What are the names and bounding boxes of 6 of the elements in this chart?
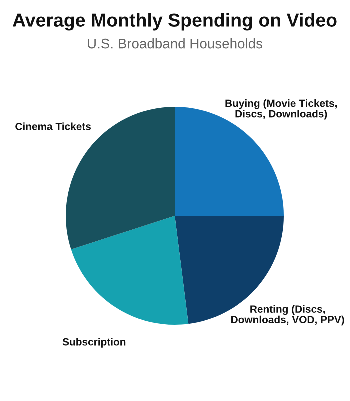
chart-title: Average Monthly Spending on Video [12, 13, 337, 31]
slice-label: Buying (Movie Tickets, Discs, Downloads) [226, 100, 338, 120]
slice-label: Subscription [62, 338, 126, 348]
slice-label: Cinema Tickets [16, 122, 92, 130]
chart-subtitle: U.S. Broadband Households [88, 38, 263, 49]
slice-label: Renting (Discs, Downloads, VOD, PPV) [232, 305, 344, 326]
